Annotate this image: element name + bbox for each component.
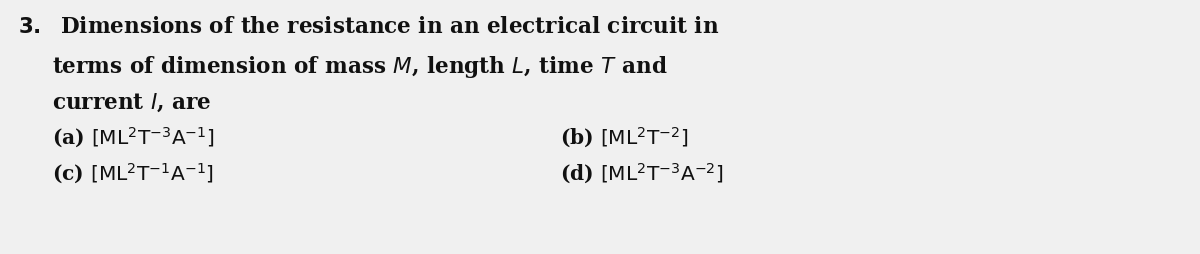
- Text: terms of dimension of mass $\mathit{M}$, length $\mathit{L}$, time $\mathit{T}$ : terms of dimension of mass $\mathit{M}$,…: [52, 54, 667, 80]
- Text: $\mathbf{3.}$  Dimensions of the resistance in an electrical circuit in: $\mathbf{3.}$ Dimensions of the resistan…: [18, 16, 719, 38]
- Text: (b) $[\mathrm{ML}^{2}\mathrm{T}^{-2}]$: (b) $[\mathrm{ML}^{2}\mathrm{T}^{-2}]$: [560, 126, 688, 150]
- Text: current $\mathit{I}$, are: current $\mathit{I}$, are: [52, 92, 211, 115]
- Text: (d) $[\mathrm{ML}^{2}\mathrm{T}^{-3}\mathrm{A}^{-2}]$: (d) $[\mathrm{ML}^{2}\mathrm{T}^{-3}\mat…: [560, 162, 724, 186]
- Text: (c) $[\mathrm{ML}^{2}\mathrm{T}^{-1}\mathrm{A}^{-1}]$: (c) $[\mathrm{ML}^{2}\mathrm{T}^{-1}\mat…: [52, 162, 214, 186]
- Text: (a) $[\mathrm{ML}^{2}\mathrm{T}^{-3}\mathrm{A}^{-1}]$: (a) $[\mathrm{ML}^{2}\mathrm{T}^{-3}\mat…: [52, 126, 215, 150]
